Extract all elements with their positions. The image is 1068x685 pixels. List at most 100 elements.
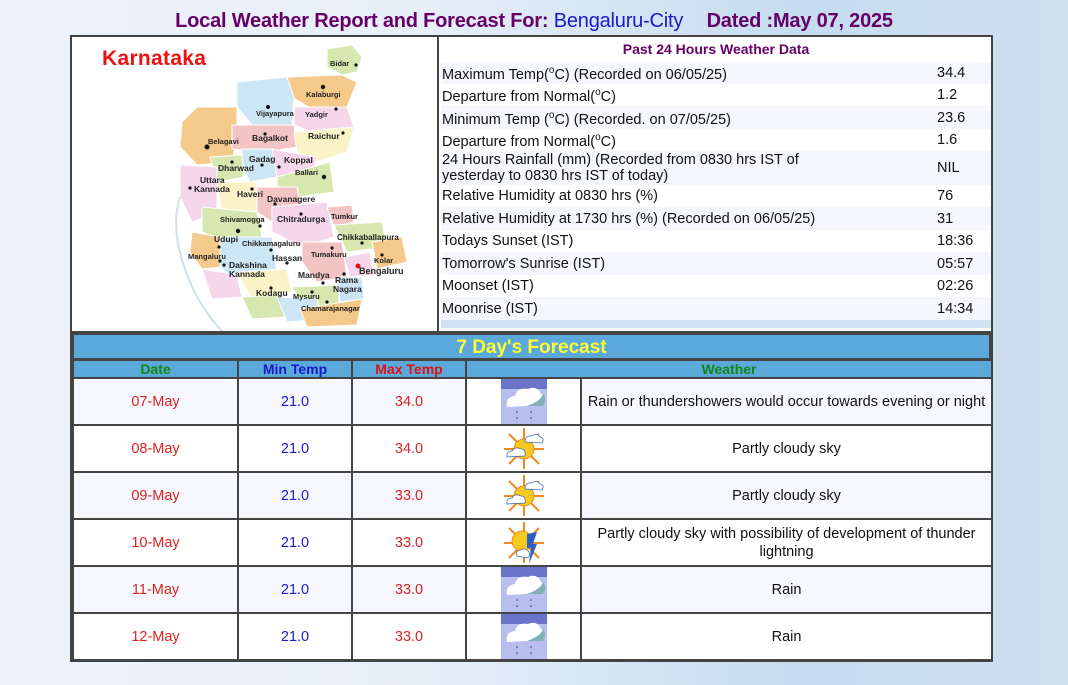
svg-text:Vijayapura: Vijayapura xyxy=(256,109,295,118)
forecast-row: 11-May 21.0 33.0 Rain xyxy=(72,565,994,614)
forecast-max-temp: 33.0 xyxy=(351,612,467,661)
svg-text:Uttara: Uttara xyxy=(200,175,225,185)
report-date: Dated :May 07, 2025 xyxy=(706,10,894,32)
forecast-weather: Rain or thundershowers would occur towar… xyxy=(579,377,994,426)
svg-text:Dakshina: Dakshina xyxy=(229,260,267,270)
svg-text:Kannada: Kannada xyxy=(229,269,265,279)
svg-text:Kalaburgi: Kalaburgi xyxy=(306,90,341,99)
forecast-min-temp: 21.0 xyxy=(237,471,353,520)
forecast-min-temp: 21.0 xyxy=(237,377,353,426)
svg-text:Davanagere: Davanagere xyxy=(267,194,315,204)
past-24h-heading: Past 24 Hours Weather Data xyxy=(441,37,991,62)
forecast-max-temp: 33.0 xyxy=(351,471,467,520)
forecast-icon-cell xyxy=(465,471,582,520)
forecast-weather: Rain xyxy=(579,612,994,661)
rain-cloud-icon xyxy=(500,614,547,659)
forecast-icon-cell xyxy=(465,377,582,426)
forecast-min-temp: 21.0 xyxy=(237,612,353,661)
svg-text:Kodagu: Kodagu xyxy=(256,288,288,298)
svg-text:Chamarajanagar: Chamarajanagar xyxy=(301,304,360,313)
svg-text:Mysuru: Mysuru xyxy=(293,292,320,301)
svg-text:Udupi: Udupi xyxy=(214,234,238,244)
forecast-icon-cell xyxy=(465,518,582,567)
forecast-table: Date Min Temp Max Temp Weather 07-May 21… xyxy=(72,359,994,661)
svg-text:Kolar: Kolar xyxy=(374,256,393,265)
forecast-row: 07-May 21.0 34.0 Rain or thundershowers … xyxy=(72,377,994,426)
forecast-max-temp: 33.0 xyxy=(351,518,467,567)
svg-text:Bagalkot: Bagalkot xyxy=(252,133,288,143)
svg-text:Mandya: Mandya xyxy=(298,270,330,280)
forecast-icon-cell xyxy=(465,424,582,473)
forecast-date: 12-May xyxy=(72,612,239,661)
svg-text:Tumakuru: Tumakuru xyxy=(311,250,347,259)
forecast-weather: Partly cloudy sky xyxy=(579,471,994,520)
past-row-sunrise: Tomorrow's Sunrise (IST) 05:57 xyxy=(441,252,991,275)
svg-text:Shivamogga: Shivamogga xyxy=(220,215,265,224)
svg-text:Raichur: Raichur xyxy=(308,131,340,141)
forecast-row: 10-May 21.0 33.0 Partly cloudy sky with … xyxy=(72,518,994,567)
svg-text:Bengaluru: Bengaluru xyxy=(359,266,404,276)
svg-text:Ballari: Ballari xyxy=(295,168,318,177)
svg-text:Hassan: Hassan xyxy=(272,253,302,263)
forecast-max-temp: 34.0 xyxy=(351,377,467,426)
forecast-min-temp: 21.0 xyxy=(237,565,353,614)
svg-text:Tumkur: Tumkur xyxy=(331,212,358,221)
past-24h-footer-band xyxy=(441,320,991,328)
partly-cloudy-icon xyxy=(501,473,547,518)
forecast-date: 07-May xyxy=(72,377,239,426)
rain-cloud-icon xyxy=(500,567,547,612)
past-row-humidity-0830: Relative Humidity at 0830 hrs (%) 76 xyxy=(441,185,991,207)
svg-text:Chitradurga: Chitradurga xyxy=(277,214,325,224)
forecast-section: 7 Day's Forecast Date Min Temp Max Temp … xyxy=(72,331,994,661)
svg-text:Yadgir: Yadgir xyxy=(305,110,328,119)
page-title: Local Weather Report and Forecast For: B… xyxy=(0,10,1068,33)
svg-text:Mangaluru: Mangaluru xyxy=(188,252,226,261)
past-row-min-departure: Departure from Normal(oC) 1.6 xyxy=(441,129,991,151)
svg-text:Belagavi: Belagavi xyxy=(208,137,239,146)
forecast-title: 7 Day's Forecast xyxy=(72,333,991,359)
past-24h-rows: Maximum Temp(oC) (Recorded on 06/05/25) 3… xyxy=(441,62,991,320)
forecast-max-temp: 33.0 xyxy=(351,565,467,614)
past-row-moonset: Moonset (IST) 02:26 xyxy=(441,275,991,297)
report-table: Bidar Kalaburgi Vijayapura Yadgir Belaga… xyxy=(70,35,994,662)
past-row-rainfall: 24 Hours Rainfall (mm) (Recorded from 08… xyxy=(441,151,991,185)
svg-text:Chikkaballapura: Chikkaballapura xyxy=(337,233,399,242)
partly-cloudy-icon xyxy=(501,426,547,471)
past-row-min-temp: Minimum Temp (oC) (Recorded. on 07/05/25… xyxy=(441,106,991,129)
forecast-date: 10-May xyxy=(72,518,239,567)
past-row-max-temp: Maximum Temp(oC) (Recorded on 06/05/25) 3… xyxy=(441,62,991,84)
forecast-row: 08-May 21.0 34.0 Partly cloudy sky xyxy=(72,424,994,473)
col-header-weather: Weather xyxy=(464,359,994,379)
forecast-date: 09-May xyxy=(72,471,239,520)
forecast-header-row: Date Min Temp Max Temp Weather xyxy=(72,359,994,379)
past-row-moonrise: Moonrise (IST) 14:34 xyxy=(441,297,991,320)
forecast-weather: Partly cloudy sky with possibility of de… xyxy=(579,518,994,567)
svg-text:Haveri: Haveri xyxy=(237,189,263,199)
svg-text:Koppal: Koppal xyxy=(284,155,313,165)
forecast-icon-cell xyxy=(465,565,582,614)
forecast-weather: Rain xyxy=(579,565,994,614)
title-prefix: Local Weather Report and Forecast For: xyxy=(175,10,549,32)
rain-cloud-icon xyxy=(500,379,547,424)
svg-text:Chikkamagaluru: Chikkamagaluru xyxy=(242,239,301,248)
forecast-weather: Partly cloudy sky xyxy=(579,424,994,473)
forecast-max-temp: 34.0 xyxy=(351,424,467,473)
svg-text:Nagara: Nagara xyxy=(333,284,362,294)
thunder-sun-icon xyxy=(501,520,547,565)
map-title: Karnataka xyxy=(102,47,207,70)
karnataka-map: Bidar Kalaburgi Vijayapura Yadgir Belaga… xyxy=(72,37,439,331)
forecast-date: 08-May xyxy=(72,424,239,473)
map-image: Bidar Kalaburgi Vijayapura Yadgir Belaga… xyxy=(175,44,408,331)
forecast-min-temp: 21.0 xyxy=(237,518,353,567)
svg-text:Bidar: Bidar xyxy=(330,59,349,68)
col-header-max-temp: Max Temp xyxy=(351,359,467,379)
svg-text:Gadag: Gadag xyxy=(249,154,275,164)
svg-text:Dharwad: Dharwad xyxy=(218,163,254,173)
past-24h-panel: Past 24 Hours Weather Data Maximum Temp(… xyxy=(441,37,991,331)
col-header-min-temp: Min Temp xyxy=(237,359,353,379)
past-row-sunset: Todays Sunset (IST) 18:36 xyxy=(441,230,991,252)
forecast-icon-cell xyxy=(465,612,582,661)
forecast-date: 11-May xyxy=(72,565,239,614)
city-name: Bengaluru-City xyxy=(553,10,684,32)
forecast-min-temp: 21.0 xyxy=(237,424,353,473)
